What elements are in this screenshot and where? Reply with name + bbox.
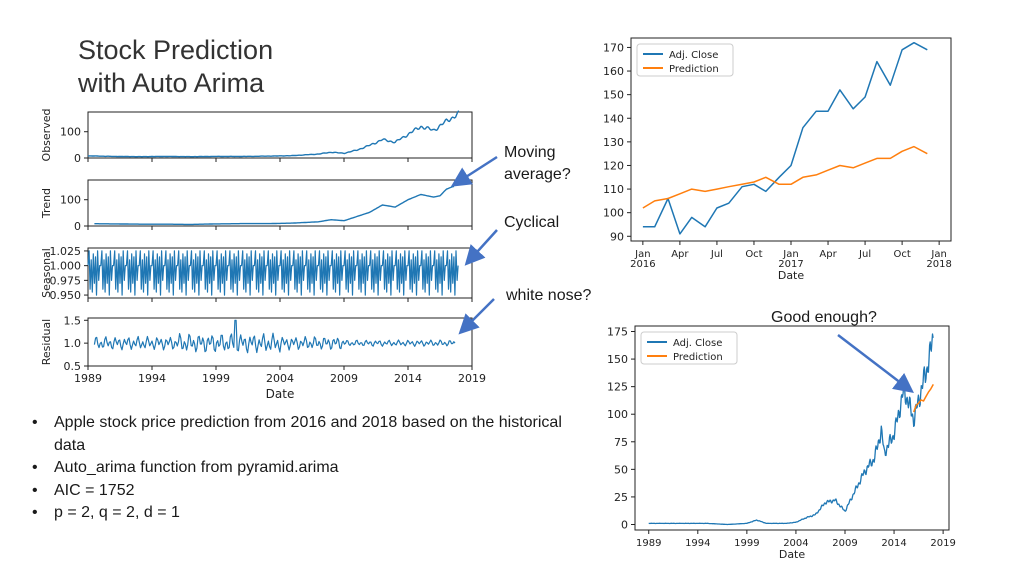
prediction-line bbox=[642, 145, 928, 209]
y-tick-label: 100 bbox=[607, 408, 628, 421]
x-tick-label: 1999 bbox=[202, 372, 230, 385]
note-good-enough: Good enough? bbox=[771, 309, 877, 326]
y-tick-label: 150 bbox=[607, 353, 628, 366]
note-cyclical: Cyclical bbox=[504, 214, 560, 231]
x-tick-label: Jan bbox=[930, 249, 946, 260]
x-axis-label: Date bbox=[266, 387, 295, 401]
bullet-item: AIC = 1752 bbox=[30, 480, 570, 503]
x-tick-label: 1999 bbox=[734, 538, 759, 549]
x-tick-label: Oct bbox=[893, 249, 910, 260]
x-axis-label: Date bbox=[779, 548, 806, 561]
x-axis-label: Date bbox=[778, 269, 805, 282]
x-tick-label: 2009 bbox=[832, 538, 857, 549]
y-axis-label: Observed bbox=[40, 109, 53, 162]
y-tick-label: 1.025 bbox=[50, 245, 82, 258]
arrow-good-enough bbox=[837, 334, 914, 394]
x-tick-label: Apr bbox=[819, 249, 837, 260]
arrow-white-nose bbox=[458, 298, 495, 335]
y-tick-label: 130 bbox=[603, 136, 624, 149]
x-tick-label: 1989 bbox=[74, 372, 102, 385]
x-tick-label: 2014 bbox=[394, 372, 422, 385]
x-tick-label: Jan bbox=[782, 249, 798, 260]
y-tick-label: 50 bbox=[614, 463, 628, 476]
note-white-nose: white nose? bbox=[506, 287, 592, 304]
legend: Adj. Close Prediction bbox=[640, 331, 738, 365]
arrow-moving-average bbox=[450, 155, 498, 187]
x-tick-label: 1989 bbox=[636, 538, 661, 549]
seasonal-series-line bbox=[87, 250, 459, 296]
slide-title-line1: Stock Prediction bbox=[78, 35, 274, 65]
bullet-item: Auto_arima function from pyramid.arima bbox=[30, 457, 570, 480]
x-tick-label: 2004 bbox=[266, 372, 294, 385]
y-tick-label: 0.975 bbox=[50, 274, 82, 287]
slide-title-line2: with Auto Arima bbox=[78, 68, 265, 98]
legend-label: Prediction bbox=[673, 352, 723, 363]
x-tick-label: 2017 bbox=[778, 259, 803, 270]
legend: Adj. Close Prediction bbox=[636, 43, 734, 77]
trend-panel bbox=[87, 179, 473, 227]
x-tick-label: 2018 bbox=[926, 259, 951, 270]
y-tick-label: 0.950 bbox=[50, 289, 82, 302]
residual-series-line bbox=[93, 319, 456, 354]
x-tick-label: Oct bbox=[745, 249, 762, 260]
y-tick-label: 100 bbox=[603, 207, 624, 220]
y-tick-label: 160 bbox=[603, 65, 624, 78]
y-tick-label: 125 bbox=[607, 381, 628, 394]
x-tick-label: Apr bbox=[671, 249, 689, 260]
x-tick-label: 2004 bbox=[783, 538, 808, 549]
y-tick-label: 150 bbox=[603, 89, 624, 102]
legend-label: Adj. Close bbox=[673, 338, 722, 349]
y-tick-label: 1.000 bbox=[50, 260, 82, 273]
y-tick-label: 140 bbox=[603, 112, 624, 125]
bullet-list: Apple stock price prediction from 2016 a… bbox=[30, 412, 570, 525]
x-tick-label: Jul bbox=[710, 249, 723, 260]
x-tick-label: 2019 bbox=[458, 372, 486, 385]
x-tick-label: 2019 bbox=[930, 538, 955, 549]
x-tick-label: 2014 bbox=[881, 538, 906, 549]
x-tick-label: 2009 bbox=[330, 372, 358, 385]
y-tick-label: 0 bbox=[74, 220, 81, 233]
y-tick-label: 120 bbox=[603, 159, 624, 172]
y-tick-label: 90 bbox=[610, 230, 624, 243]
y-tick-label: 100 bbox=[60, 194, 81, 207]
y-tick-label: 110 bbox=[603, 183, 624, 196]
note-moving-average: Moving average? bbox=[504, 142, 571, 186]
y-tick-label: 0 bbox=[74, 152, 81, 165]
note-moving-line2: average? bbox=[504, 166, 571, 183]
y-axis-label: Trend bbox=[40, 188, 53, 219]
observed-series-line bbox=[87, 110, 460, 158]
legend-label: Prediction bbox=[669, 64, 719, 75]
x-tick-label: 1994 bbox=[685, 538, 710, 549]
x-tick-label: 2016 bbox=[630, 259, 655, 270]
y-tick-label: 0.5 bbox=[64, 360, 82, 373]
arrow-cyclical bbox=[464, 229, 498, 266]
y-tick-label: 25 bbox=[614, 491, 628, 504]
bullet-item: Apple stock price prediction from 2016 a… bbox=[30, 412, 570, 457]
x-tick-label: Jul bbox=[858, 249, 871, 260]
y-tick-label: 1.0 bbox=[64, 337, 82, 350]
y-tick-label: 0 bbox=[621, 518, 628, 531]
trend-series-line bbox=[94, 185, 455, 226]
adj-close-line bbox=[642, 41, 928, 235]
note-moving-line1: Moving bbox=[504, 144, 556, 161]
adj-close-line bbox=[648, 333, 934, 526]
prediction-full-panel bbox=[634, 325, 950, 531]
bullet-item: p = 2, q = 2, d = 1 bbox=[30, 502, 570, 525]
y-axis-label: Residual bbox=[40, 319, 53, 365]
x-tick-label: Jan bbox=[634, 249, 650, 260]
x-tick-label: 1994 bbox=[138, 372, 166, 385]
prediction-line bbox=[912, 384, 934, 413]
slide-title: Stock Prediction with Auto Arima bbox=[78, 34, 273, 100]
y-tick-label: 175 bbox=[607, 326, 628, 339]
y-tick-label: 75 bbox=[614, 436, 628, 449]
y-axis-label: Seasonal bbox=[40, 248, 53, 298]
y-tick-label: 100 bbox=[60, 126, 81, 139]
y-tick-label: 170 bbox=[603, 41, 624, 54]
observed-panel bbox=[87, 111, 473, 159]
legend-label: Adj. Close bbox=[669, 50, 718, 61]
y-tick-label: 1.5 bbox=[64, 314, 82, 327]
